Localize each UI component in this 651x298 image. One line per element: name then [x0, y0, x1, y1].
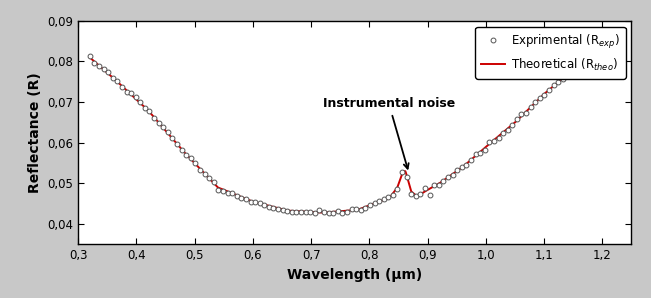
Theoretical (R$_{theo}$) — [118, 84, 126, 88]
X-axis label: Wavelength (μm): Wavelength (μm) — [287, 268, 422, 282]
Exprimental (R$_{exp}$) — [86, 54, 94, 58]
Exprimental (R$_{exp}$) — [155, 121, 163, 125]
Theoretical (R$_{theo}$) — [484, 143, 492, 147]
Line: Exprimental (R$_{exp}$): Exprimental (R$_{exp}$) — [87, 38, 616, 216]
Theoretical (R$_{theo}$) — [421, 190, 428, 193]
Y-axis label: Reflectance (R): Reflectance (R) — [28, 72, 42, 193]
Exprimental (R$_{exp}$) — [205, 176, 213, 180]
Theoretical (R$_{theo}$) — [319, 211, 327, 215]
Exprimental (R$_{exp}$) — [283, 209, 291, 212]
Legend: Exprimental (R$_{exp}$), Theoretical (R$_{theo}$): Exprimental (R$_{exp}$), Theoretical (R$… — [475, 27, 626, 79]
Line: Theoretical (R$_{theo}$): Theoretical (R$_{theo}$) — [90, 39, 614, 213]
Theoretical (R$_{theo}$) — [405, 181, 413, 184]
Theoretical (R$_{theo}$) — [610, 37, 618, 41]
Theoretical (R$_{theo}$) — [391, 189, 399, 193]
Exprimental (R$_{exp}$) — [256, 201, 264, 205]
Theoretical (R$_{theo}$) — [86, 56, 94, 59]
Exprimental (R$_{exp}$) — [329, 212, 337, 215]
Exprimental (R$_{exp}$) — [549, 83, 557, 86]
Theoretical (R$_{theo}$) — [538, 94, 546, 98]
Exprimental (R$_{exp}$) — [609, 38, 617, 42]
Exprimental (R$_{exp}$) — [408, 193, 415, 196]
Text: Instrumental noise: Instrumental noise — [323, 97, 455, 169]
